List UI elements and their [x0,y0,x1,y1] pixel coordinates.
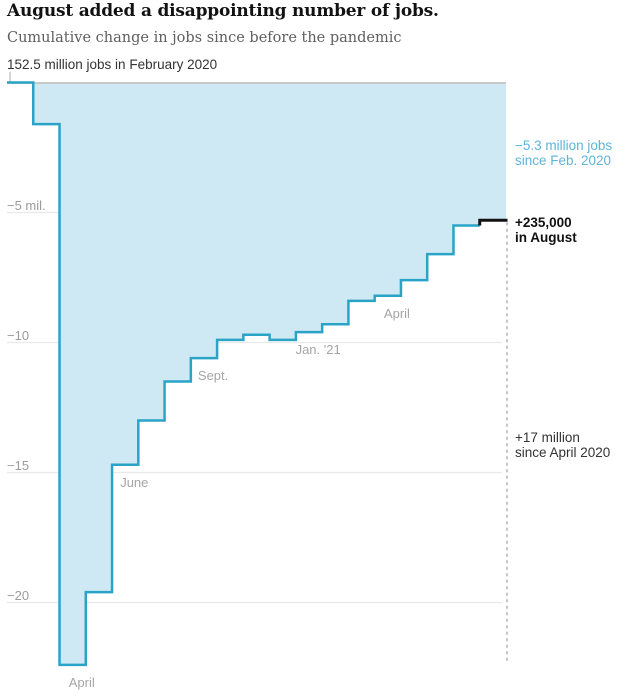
august-highlight-segment [478,218,508,226]
jobs-step-line [7,81,480,667]
y-axis-label: −20 [7,587,30,603]
x-axis-label: Jan. '21 [295,342,341,358]
chart-title: August added a disappointing number of j… [7,1,439,21]
annotation-line: since April 2020 [515,445,611,461]
annotation-gap-since-feb: −5.3 million jobs since Feb. 2020 [515,138,617,169]
chart-subtitle: Cumulative change in jobs since before t… [7,30,402,46]
annotation-line: +17 million [515,430,580,445]
annotation-line: since Feb. 2020 [515,153,612,169]
annotation-line: +235,000 [515,215,572,230]
jobs-area-fill [7,82,506,665]
x-axis-label: April [383,305,410,321]
annotation-recovery-since-april: +17 million since April 2020 [515,430,617,461]
annotation-line: −5.3 million jobs [515,138,613,153]
y-axis-label: −5 mil. [7,197,46,213]
x-axis-label: Sept. [197,368,229,384]
baseline-label: 152.5 million jobs in February 2020 [7,57,218,72]
y-axis-label: −15 [7,457,30,473]
y-axis-label: −10 [7,327,30,343]
x-axis-label: June [120,474,149,490]
annotation-line: in August [515,230,577,246]
x-axis-label: April [68,674,95,690]
annotation-august-gain: +235,000 in August [515,215,617,246]
